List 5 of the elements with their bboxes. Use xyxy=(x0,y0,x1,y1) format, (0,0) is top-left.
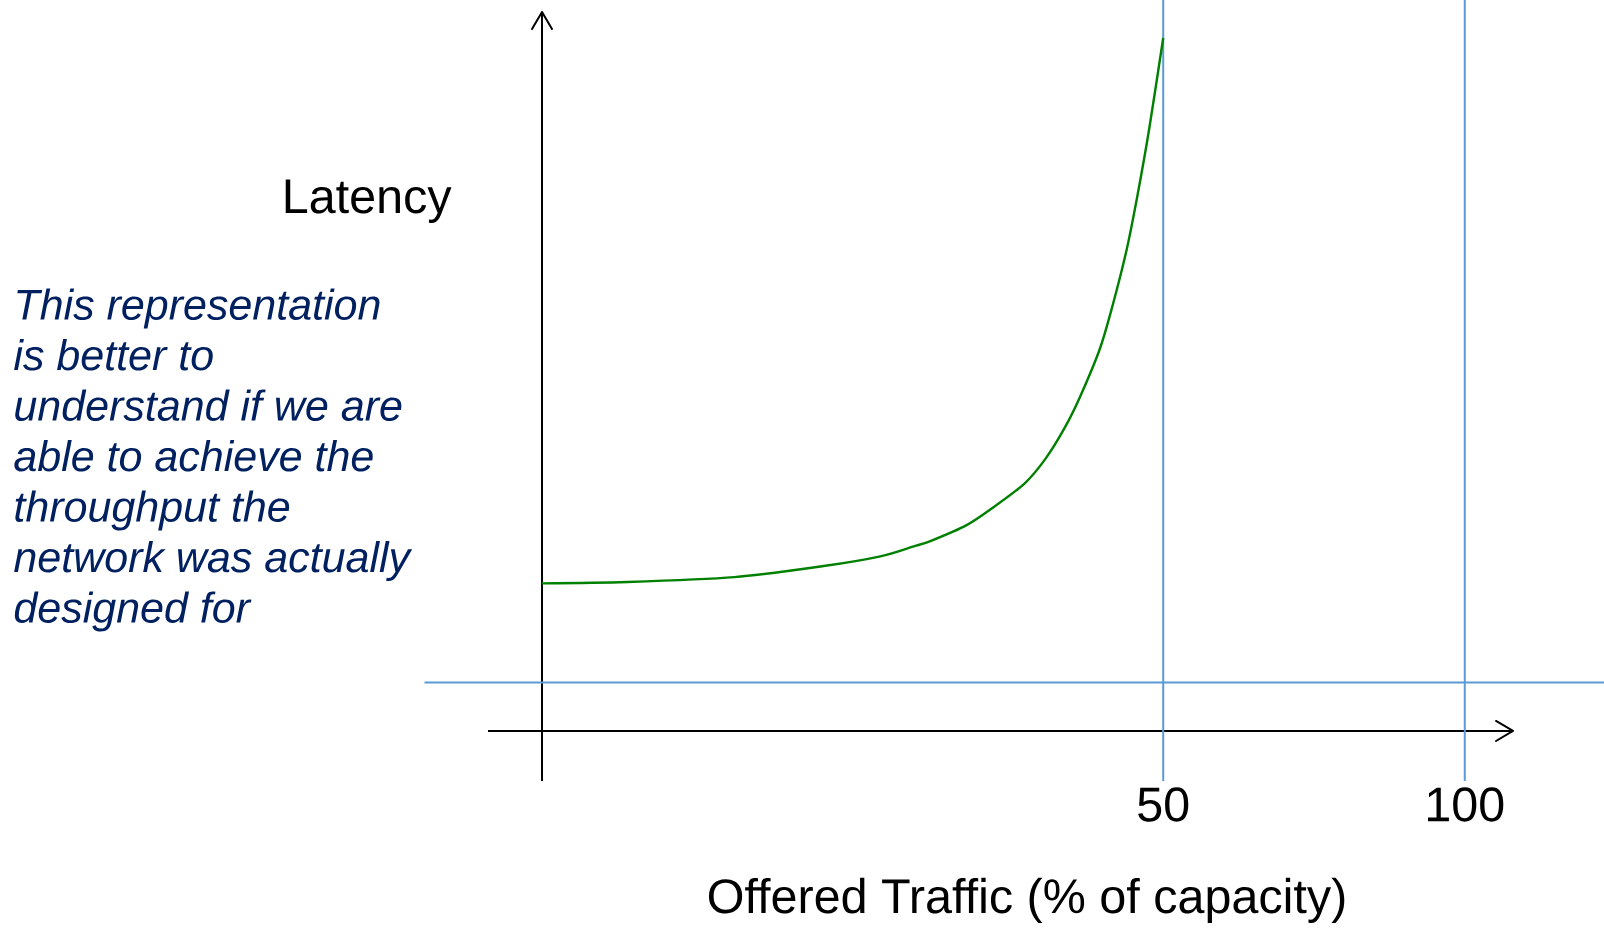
x-tick-label: 100 xyxy=(1428,787,1504,822)
y-axis-title: Latency xyxy=(285,179,452,224)
text: This representation is better to understand if we are able to achieve the throughput the network was actually designed for xyxy=(14,288,413,632)
x-tick-label: 50 xyxy=(1138,787,1189,822)
x-axis-title: Offered Traffic (% of capacity) xyxy=(709,877,1345,924)
